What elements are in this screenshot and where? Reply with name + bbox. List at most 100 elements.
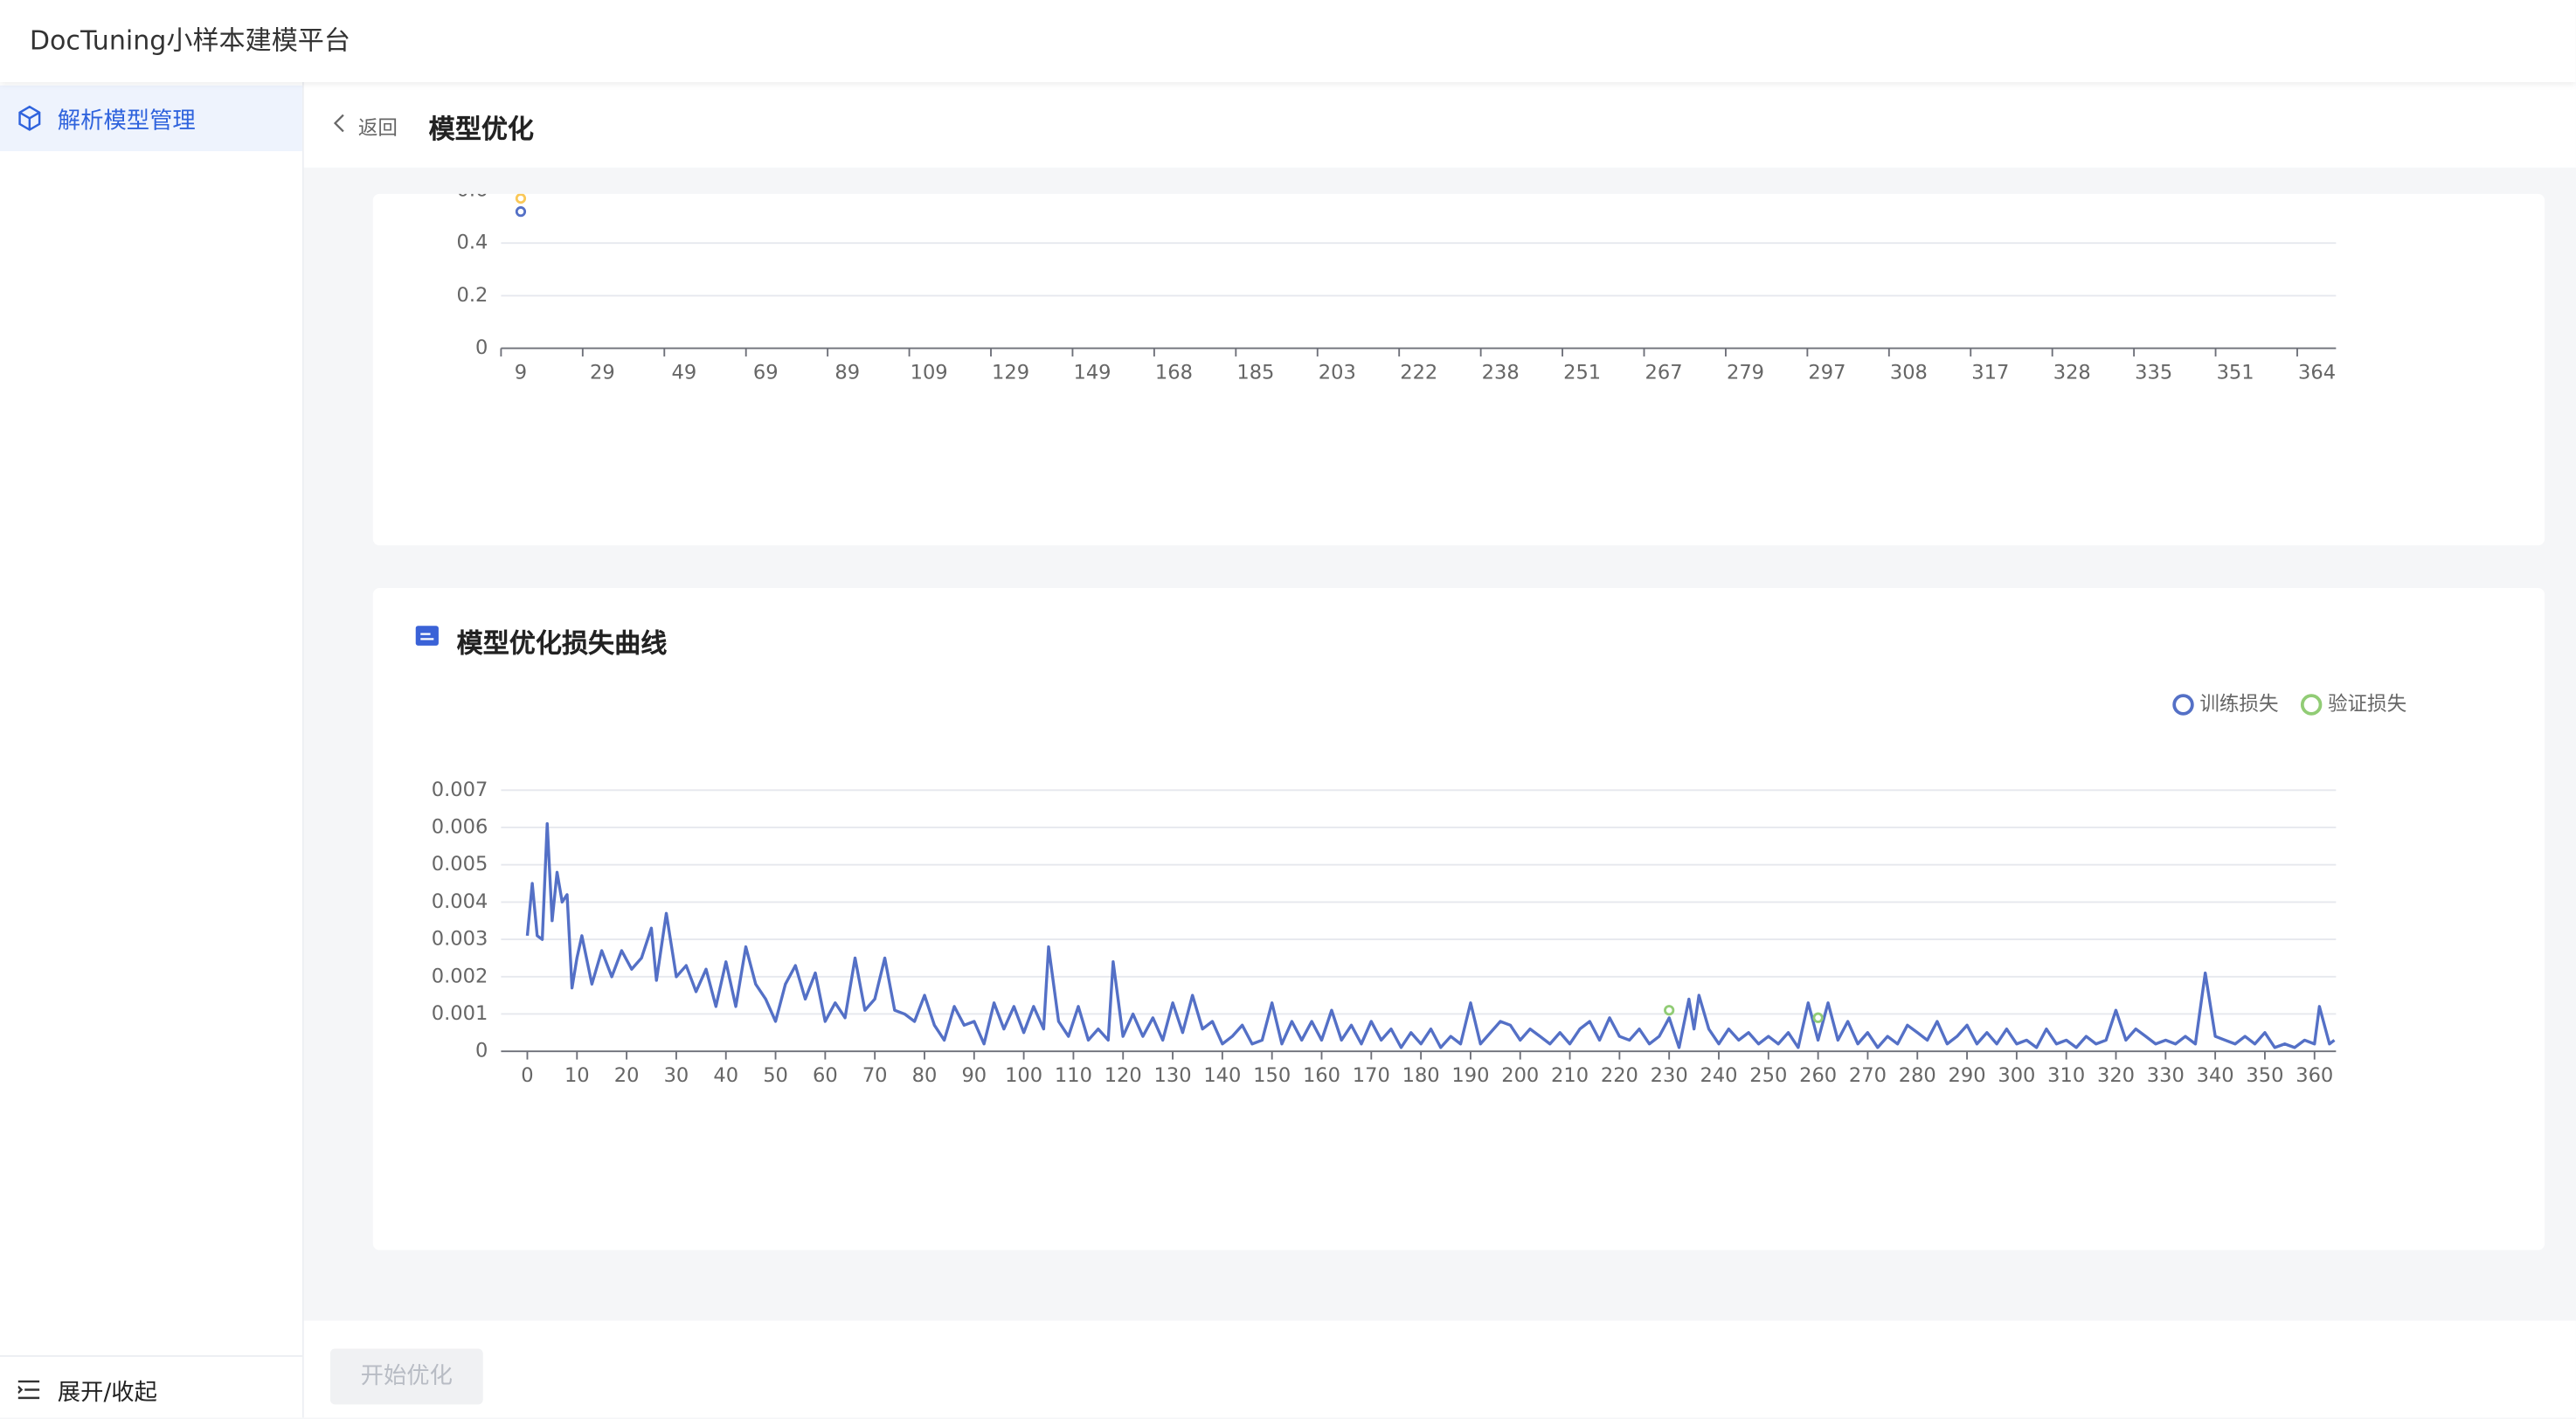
x-tick-label: 0 — [521, 1064, 533, 1087]
legend-symbol — [2300, 694, 2323, 716]
x-tick-label: 160 — [1303, 1064, 1340, 1087]
footer: 开始优化 — [303, 1320, 2576, 1418]
x-tick-label: 335 — [2135, 361, 2172, 384]
x-tick-label: 238 — [1482, 361, 1520, 384]
series-line — [525, 821, 2336, 1049]
data-point — [515, 206, 527, 218]
data-point — [1664, 1005, 1675, 1016]
x-tick-label: 109 — [911, 361, 948, 384]
x-tick-label: 49 — [671, 361, 696, 384]
legend-symbol — [2172, 694, 2194, 716]
x-tick-label: 308 — [1890, 361, 1928, 384]
x-tick-label: 328 — [2053, 361, 2091, 384]
y-tick-label: 0.005 — [432, 853, 488, 876]
start-button[interactable]: 开始优化 — [329, 1348, 483, 1405]
chart-card — [372, 193, 2545, 546]
data-point — [515, 193, 527, 204]
app-title: DocTuning小样本建模平台 — [29, 24, 350, 56]
card-icon — [415, 626, 439, 646]
page-header: 返回 模型优化 — [303, 82, 2576, 168]
y-tick-label: 0.001 — [432, 1002, 488, 1025]
x-tick-label: 40 — [713, 1064, 738, 1087]
x-tick-label: 170 — [1353, 1064, 1390, 1087]
back-link[interactable]: 返回 — [357, 116, 398, 140]
x-tick-label: 50 — [763, 1064, 788, 1087]
x-tick-label: 129 — [992, 361, 1029, 384]
y-tick-label: 0 — [475, 1040, 488, 1063]
x-tick-label: 364 — [2298, 361, 2336, 384]
x-tick-label: 9 — [515, 361, 527, 384]
x-tick-label: 60 — [813, 1064, 838, 1087]
x-tick-label: 267 — [1645, 361, 1683, 384]
x-tick-label: 168 — [1155, 361, 1193, 384]
x-tick-label: 280 — [1899, 1064, 1936, 1087]
x-tick-label: 100 — [1005, 1064, 1042, 1087]
data-point — [1812, 1012, 1824, 1023]
x-tick-label: 251 — [1563, 361, 1601, 384]
x-tick-label: 240 — [1700, 1064, 1737, 1087]
sidebar-toggle[interactable]: 展开/收起 — [0, 1355, 302, 1419]
x-tick-label: 130 — [1154, 1064, 1192, 1087]
y-tick-label: 0.4 — [457, 232, 488, 254]
x-tick-label: 30 — [664, 1064, 689, 1087]
x-tick-label: 220 — [1601, 1064, 1638, 1087]
x-tick-label: 185 — [1236, 361, 1274, 384]
legend-label: 训练损失 — [2199, 693, 2278, 716]
x-tick-label: 203 — [1319, 361, 1356, 384]
x-tick-label: 290 — [1949, 1064, 1986, 1087]
x-tick-label: 149 — [1073, 361, 1111, 384]
toggle-label: 展开/收起 — [57, 1380, 157, 1407]
x-tick-label: 89 — [834, 361, 860, 384]
page-title: 模型优化 — [428, 113, 535, 145]
x-tick-label: 80 — [912, 1064, 938, 1087]
x-tick-label: 317 — [1971, 361, 2009, 384]
x-tick-label: 70 — [862, 1064, 888, 1087]
x-tick-label: 350 — [2246, 1064, 2283, 1087]
toggle-icon — [17, 1380, 40, 1400]
chart-1: 0 0.2 0.4 0.6 9 29 49 69 89 109 129 149 168 185 203 222… — [457, 179, 2337, 384]
header: DocTuning小样本建模平台 — [0, 0, 2576, 82]
x-tick-label: 340 — [2197, 1064, 2234, 1087]
y-tick-label: 0.003 — [432, 928, 488, 951]
x-tick-label: 330 — [2147, 1064, 2185, 1087]
y-tick-label: 0.004 — [432, 890, 488, 913]
x-tick-label: 351 — [2217, 361, 2254, 384]
x-tick-label: 29 — [590, 361, 615, 384]
nav-item[interactable]: 解析模型管理 — [0, 85, 302, 151]
x-tick-label: 110 — [1055, 1064, 1092, 1087]
x-tick-label: 200 — [1501, 1064, 1539, 1087]
x-tick-label: 150 — [1253, 1064, 1291, 1087]
x-tick-label: 320 — [2097, 1064, 2135, 1087]
y-tick-label: 0.006 — [432, 815, 488, 838]
x-tick-label: 120 — [1104, 1064, 1142, 1087]
x-tick-label: 250 — [1749, 1064, 1787, 1087]
nav-icon — [18, 105, 41, 131]
x-tick-label: 260 — [1799, 1064, 1837, 1087]
back-icon — [333, 114, 344, 133]
x-tick-label: 300 — [1998, 1064, 2035, 1087]
x-tick-label: 270 — [1849, 1064, 1887, 1087]
x-tick-label: 180 — [1402, 1064, 1440, 1087]
x-tick-label: 10 — [564, 1064, 590, 1087]
y-tick-label: 0.6 — [457, 179, 488, 202]
y-tick-label: 0.2 — [457, 284, 488, 307]
x-tick-label: 310 — [2047, 1064, 2085, 1087]
x-tick-label: 140 — [1203, 1064, 1241, 1087]
x-tick-label: 90 — [961, 1064, 987, 1087]
chart-title: 模型优化损失曲线 — [456, 627, 668, 659]
x-tick-label: 222 — [1400, 361, 1437, 384]
y-tick-label: 0.007 — [432, 779, 488, 801]
legend-label: 验证损失 — [2328, 693, 2406, 716]
x-tick-label: 360 — [2296, 1064, 2333, 1087]
sidebar: 解析模型管理 展开/收起 — [0, 82, 304, 1419]
x-tick-label: 297 — [1808, 361, 1845, 384]
x-tick-label: 20 — [614, 1064, 640, 1087]
x-tick-label: 190 — [1451, 1064, 1489, 1087]
x-tick-label: 230 — [1651, 1064, 1688, 1087]
chart-2: 0 0.001 0.002 0.003 0.004 0.005 0.006 0.007 0 10 2… — [432, 693, 2406, 1087]
x-tick-label: 69 — [753, 361, 779, 384]
y-tick-label: 0.002 — [432, 965, 488, 987]
chart-card: 模型优化损失曲线 — [372, 588, 2545, 1250]
